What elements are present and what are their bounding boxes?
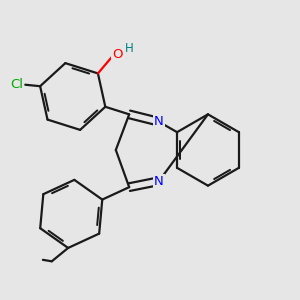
Text: N: N — [154, 115, 164, 128]
Text: H: H — [125, 42, 134, 55]
Text: Cl: Cl — [10, 78, 23, 91]
Text: O: O — [112, 48, 122, 61]
Text: N: N — [154, 175, 164, 188]
